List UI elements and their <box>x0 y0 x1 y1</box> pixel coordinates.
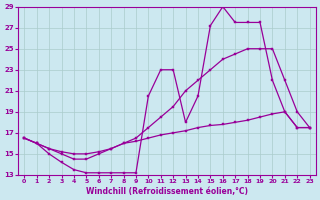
X-axis label: Windchill (Refroidissement éolien,°C): Windchill (Refroidissement éolien,°C) <box>86 187 248 196</box>
